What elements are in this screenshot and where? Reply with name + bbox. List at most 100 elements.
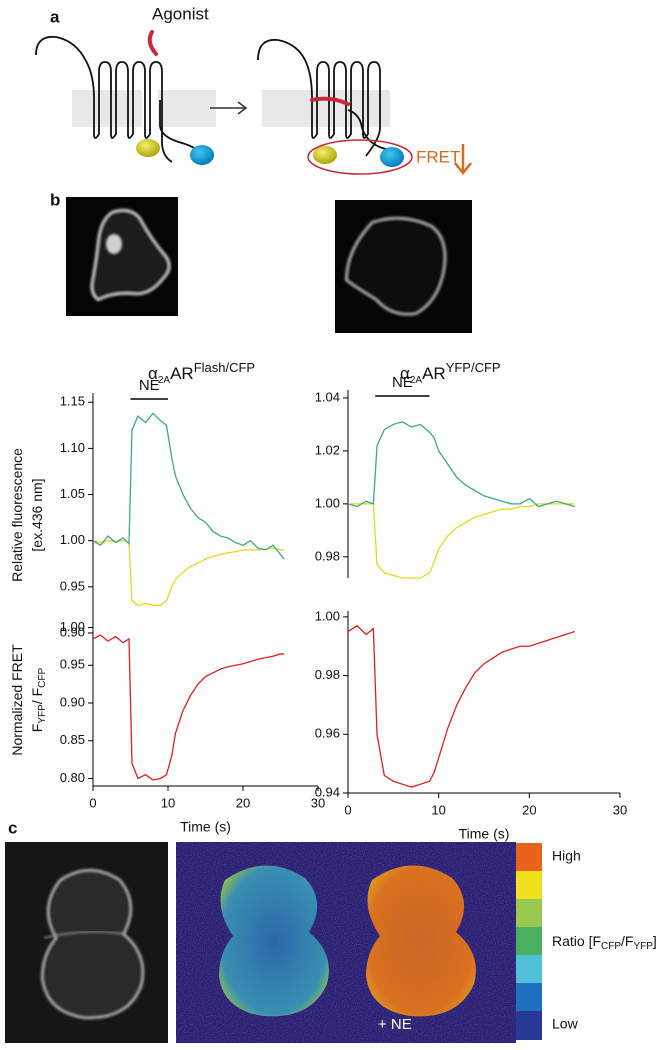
y-tick-label: 0.90 [60,624,85,639]
label-part: Ratio [F [552,933,601,949]
y-tick-label: 1.02 [315,442,340,457]
label-part: /F [621,933,633,949]
x-tick-label: 20 [522,802,536,817]
receptor-active [257,38,391,157]
panel-a: a Agonist FRET [35,4,472,176]
y-tick-label: 0.90 [60,694,85,709]
cell-junction [43,931,125,939]
y-tick-label: 1.00 [315,608,340,623]
x-tick-label: 0 [89,795,96,810]
panel-label: a [50,7,60,26]
subscript: CFP [37,667,48,687]
subscript: YFP [633,941,653,952]
cell [90,208,171,302]
construct-label: α2AARYFP/CFP [400,360,501,385]
label-part: / F [29,688,45,704]
construct-sub: 2A [410,375,423,386]
y-tick-label: 1.00 [60,619,85,634]
y-tick-label: 1.00 [60,532,85,547]
construct-sup: YFP/CFP [446,360,501,375]
trace [347,624,575,788]
subscript: YFP [37,704,48,724]
stimulus-label: NE [392,374,413,391]
construct-sup: Flash/CFP [194,360,255,375]
y-tick-label: 1.04 [315,389,340,404]
chart: 0.90 0.95 1.00 1.05 1.10 1.15 Relative fluores… [9,377,285,639]
colorbar-step [516,927,542,955]
yfp [136,139,160,157]
x-tick-label: 30 [613,802,627,817]
membrane [158,90,216,127]
trace [92,634,285,781]
x-tick-label: 20 [236,795,250,810]
cfp [190,145,214,165]
colorbar-step [516,871,542,899]
colorbar [516,843,542,1040]
y-axis-label: [ex.436 nm] [29,478,45,551]
label-part: ] [653,933,657,949]
membrane [72,90,142,127]
agonist-label: Agonist [152,4,209,23]
colorbar-low: Low [552,1016,579,1032]
y-tick-label: 0.94 [315,784,340,799]
chart: 0.94 0.96 0.98 1.00 0 10 20 30 Time (s) [315,608,628,841]
cell [345,216,447,316]
trace [92,540,285,607]
cell [40,869,145,1020]
trace [347,421,575,508]
y-tick-label: 0.80 [60,770,85,785]
y-tick-label: 0.96 [315,726,340,741]
label-part: Relative fluorescence [9,448,25,582]
colorbar-step [516,1011,542,1040]
cell-spot [106,234,122,254]
y-tick-label: 0.98 [315,667,340,682]
colorbar-step [516,899,542,927]
cell-before [219,865,329,1017]
x-tick-label: 0 [344,802,351,817]
y-tick-label: 1.05 [60,486,85,501]
colorbar-step [516,983,542,1011]
label-part: Normalized FRET [9,644,25,756]
cfp [380,147,404,167]
stimulus-label: + NE [378,1016,412,1033]
arrow-head [237,101,248,115]
y-axis-label: FYFP/ FCFP [29,667,48,732]
fret-ring [307,139,413,175]
fret-down-arrow [454,144,472,176]
colorbar-high: High [552,848,581,864]
y-tick-label: 1.10 [60,440,85,455]
y-tick-label: 0.95 [60,578,85,593]
construct-sub: 2A [158,375,171,386]
colorbar-step [516,843,542,871]
trace [92,412,285,560]
construct-main: AR [170,364,194,383]
y-tick-label: 1.00 [315,495,340,510]
trace [348,503,575,579]
construct-base: α [400,364,410,383]
agonist-bound [310,96,350,106]
x-axis-label: Time (s) [180,819,231,835]
membrane [262,90,390,127]
yfp [313,146,337,164]
cell-after [366,865,476,1017]
stimulus-label: NE [139,377,160,394]
y-tick-label: 0.85 [60,732,85,747]
x-tick-label: 30 [311,795,325,810]
y-tick-label: 0.95 [60,657,85,672]
colorbar-title: Ratio [FCFP/FYFP] [552,933,657,952]
construct-main: AR [422,364,446,383]
y-tick-label: 1.15 [60,394,85,409]
x-tick-label: 10 [161,795,175,810]
label-part: [ex.436 nm] [29,478,45,551]
construct-base: α [148,364,158,383]
y-tick-label: 0.98 [315,548,340,563]
colorbar-step [516,955,542,983]
x-tick-label: 10 [431,802,445,817]
agonist-icon [147,30,158,56]
y-axis-label: Relative fluorescence [9,448,25,582]
chart: 0.80 0.85 0.90 0.95 1.00 0 10 20 30 Time (s) Norma… [9,619,326,835]
panel-b: b α2AARFlash/CFP α2AARYFP/CFP [50,190,501,385]
panel-label: c [8,818,17,837]
y-axis-label: Normalized FRET [9,644,25,756]
